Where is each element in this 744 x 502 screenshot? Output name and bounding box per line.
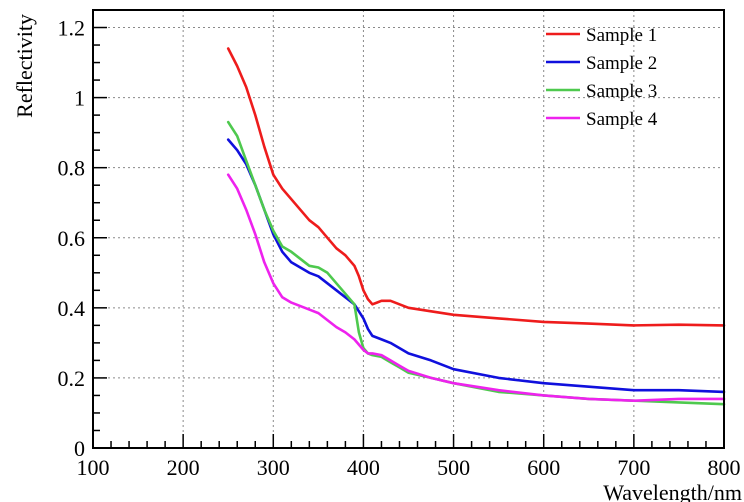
- legend-label-sample-1: Sample 1: [586, 25, 657, 46]
- x-tick-label: 800: [708, 455, 741, 480]
- y-tick-label: 0.6: [58, 226, 86, 251]
- legend-label-sample-4: Sample 4: [586, 109, 658, 130]
- grid: [93, 10, 724, 448]
- series-lines: [226, 47, 726, 406]
- series-line-sample-1: [226, 47, 726, 327]
- series-line-sample-3: [226, 120, 726, 406]
- x-axis-label: Wavelength/nm: [603, 480, 742, 502]
- y-axis-label: Reflectivity: [12, 14, 37, 118]
- y-tick-label: 0: [74, 436, 85, 461]
- x-tick-label: 300: [257, 455, 290, 480]
- x-tick-label: 700: [617, 455, 650, 480]
- x-tick-label: 600: [527, 455, 560, 480]
- series-line-sample-4: [226, 173, 726, 403]
- x-tick-label: 400: [347, 455, 380, 480]
- y-tick-label: 0.8: [58, 156, 86, 181]
- plot-frame: [92, 9, 725, 449]
- legend: Sample 1 Sample 2 Sample 3 Sample 4: [546, 25, 658, 130]
- legend-label-sample-3: Sample 3: [586, 81, 657, 102]
- series-line-sample-2: [226, 138, 726, 394]
- y-tick-label: 0.4: [58, 296, 86, 321]
- axis-ticks: [92, 26, 725, 449]
- y-tick-label: 1.2: [58, 16, 86, 41]
- x-tick-label: 200: [167, 455, 200, 480]
- y-tick-label: 0.2: [58, 366, 86, 391]
- x-tick-label: 100: [77, 455, 110, 480]
- y-tick-label: 1: [74, 86, 85, 111]
- legend-label-sample-2: Sample 2: [586, 53, 657, 74]
- x-tick-label: 500: [437, 455, 470, 480]
- tick-labels: 100 200 300 400 500 600 700 800 0 0.2 0.4 0.6 0.8 1 1.…: [58, 16, 741, 480]
